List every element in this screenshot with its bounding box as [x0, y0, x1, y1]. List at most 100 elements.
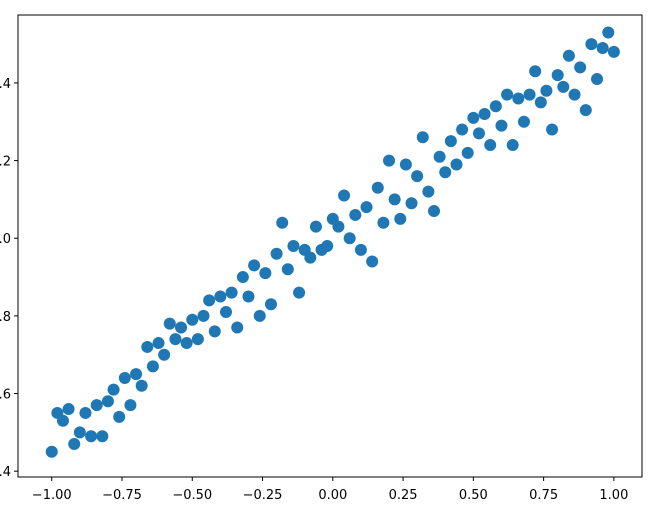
point [79, 406, 92, 419]
point [512, 92, 525, 105]
point [68, 438, 81, 450]
point [253, 309, 266, 322]
point [186, 313, 199, 326]
point [293, 286, 306, 299]
point [607, 45, 620, 58]
point [405, 197, 418, 210]
point [107, 383, 120, 396]
y-tick-label: 0.4 [0, 465, 11, 480]
x-tick-label: 0.25 [389, 488, 418, 503]
point [428, 205, 440, 218]
point [461, 146, 474, 159]
point [264, 298, 277, 311]
point [534, 96, 547, 109]
point [579, 104, 592, 117]
point [585, 38, 598, 51]
point [270, 247, 283, 260]
point [411, 170, 424, 183]
x-tick-label: −1.00 [32, 488, 72, 503]
point [422, 185, 435, 198]
point [158, 348, 171, 361]
point [287, 240, 300, 252]
point [214, 290, 227, 303]
y-tick-label: 1.2 [0, 155, 11, 170]
point [141, 340, 154, 353]
point [90, 399, 103, 412]
y-tick-label: 0.8 [0, 310, 11, 325]
point [203, 294, 216, 307]
point [484, 139, 497, 152]
point [259, 267, 272, 280]
point [332, 220, 345, 233]
point [163, 317, 176, 330]
point [506, 139, 519, 152]
point [574, 61, 587, 74]
point [242, 290, 255, 303]
point [383, 154, 396, 167]
point [62, 403, 75, 416]
point [309, 220, 322, 233]
point [146, 360, 159, 373]
point [338, 189, 351, 202]
point [591, 73, 604, 86]
y-tick-label: 1.0 [0, 232, 11, 247]
point [439, 166, 452, 179]
x-tick-label: −0.50 [172, 488, 212, 503]
point [85, 430, 98, 443]
point [416, 131, 429, 144]
point [124, 399, 137, 412]
point [529, 65, 542, 78]
point [101, 395, 114, 408]
point [394, 212, 407, 225]
plot-frame [17, 14, 643, 478]
y-tick-label: 1.4 [0, 77, 11, 92]
point [96, 430, 109, 443]
point [472, 127, 485, 140]
point [433, 150, 446, 163]
point [276, 216, 289, 229]
point [562, 49, 575, 62]
point [377, 216, 390, 229]
point [596, 42, 609, 54]
point [360, 201, 373, 214]
point [478, 108, 491, 120]
point [456, 123, 469, 136]
point [546, 123, 559, 136]
point [489, 100, 502, 113]
point [113, 410, 126, 423]
point [349, 208, 362, 221]
x-tick-label: −0.25 [243, 488, 283, 503]
point [568, 88, 581, 101]
point [540, 84, 553, 97]
point [523, 88, 536, 101]
point [225, 286, 238, 299]
x-tick-label: −0.75 [102, 488, 142, 503]
point [236, 271, 249, 284]
point [152, 337, 165, 350]
point [501, 88, 514, 101]
point [135, 379, 148, 392]
point [557, 80, 570, 93]
point [281, 263, 294, 276]
x-tick-label: 0.00 [318, 488, 347, 503]
point [467, 111, 480, 124]
point [118, 372, 131, 384]
y-tick-label: 0.6 [0, 388, 11, 403]
point [450, 158, 463, 171]
point [175, 321, 188, 334]
point [399, 158, 412, 171]
point [56, 414, 69, 427]
x-tick-label: 0.75 [529, 488, 558, 503]
point [130, 368, 143, 381]
point [304, 251, 317, 264]
point [321, 240, 334, 252]
point [343, 232, 356, 245]
x-tick-label: 1.00 [599, 488, 628, 503]
point [191, 333, 204, 346]
point [517, 115, 530, 128]
point [208, 325, 221, 338]
point [602, 26, 615, 39]
point [444, 135, 457, 148]
